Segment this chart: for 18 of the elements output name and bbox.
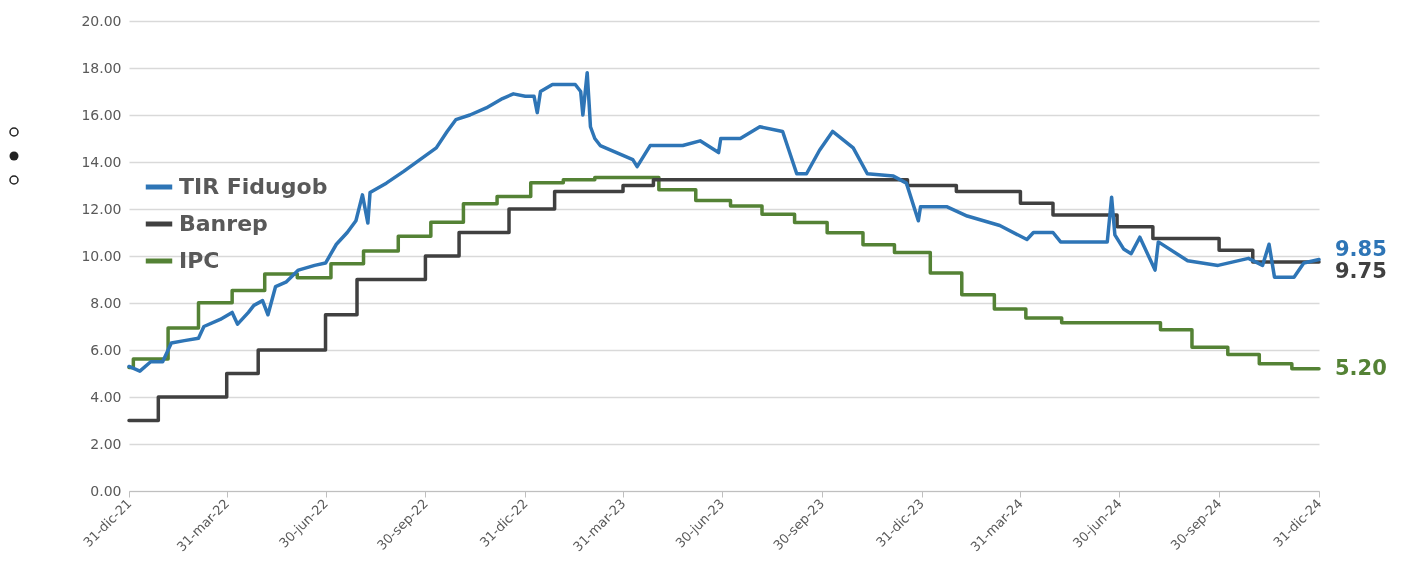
y-tick-label: 20.00 <box>81 12 122 29</box>
y-tick-label: 18.00 <box>81 59 122 76</box>
y-tick-label: 8.00 <box>90 294 122 311</box>
y-tick-label: 14.00 <box>81 153 122 170</box>
line-series <box>127 70 1321 373</box>
y-tick-label: 12.00 <box>81 200 122 217</box>
annotation: 9.85 <box>1335 236 1387 261</box>
y-tick-label: 4.00 <box>90 388 122 405</box>
legend-label: TIR Fidugob <box>179 174 328 199</box>
y-tick-label: 0.00 <box>90 482 122 499</box>
y-tick-label: 10.00 <box>81 247 122 264</box>
y-tick-label: 2.00 <box>90 435 122 452</box>
y-tick-label: 16.00 <box>81 106 122 123</box>
legend-label: IPC <box>179 248 220 273</box>
annotation: 5.20 <box>1335 355 1387 380</box>
y-tick-label: 6.00 <box>90 341 122 358</box>
annotation: 9.75 <box>1335 258 1387 283</box>
legend-label: Banrep <box>179 211 268 236</box>
